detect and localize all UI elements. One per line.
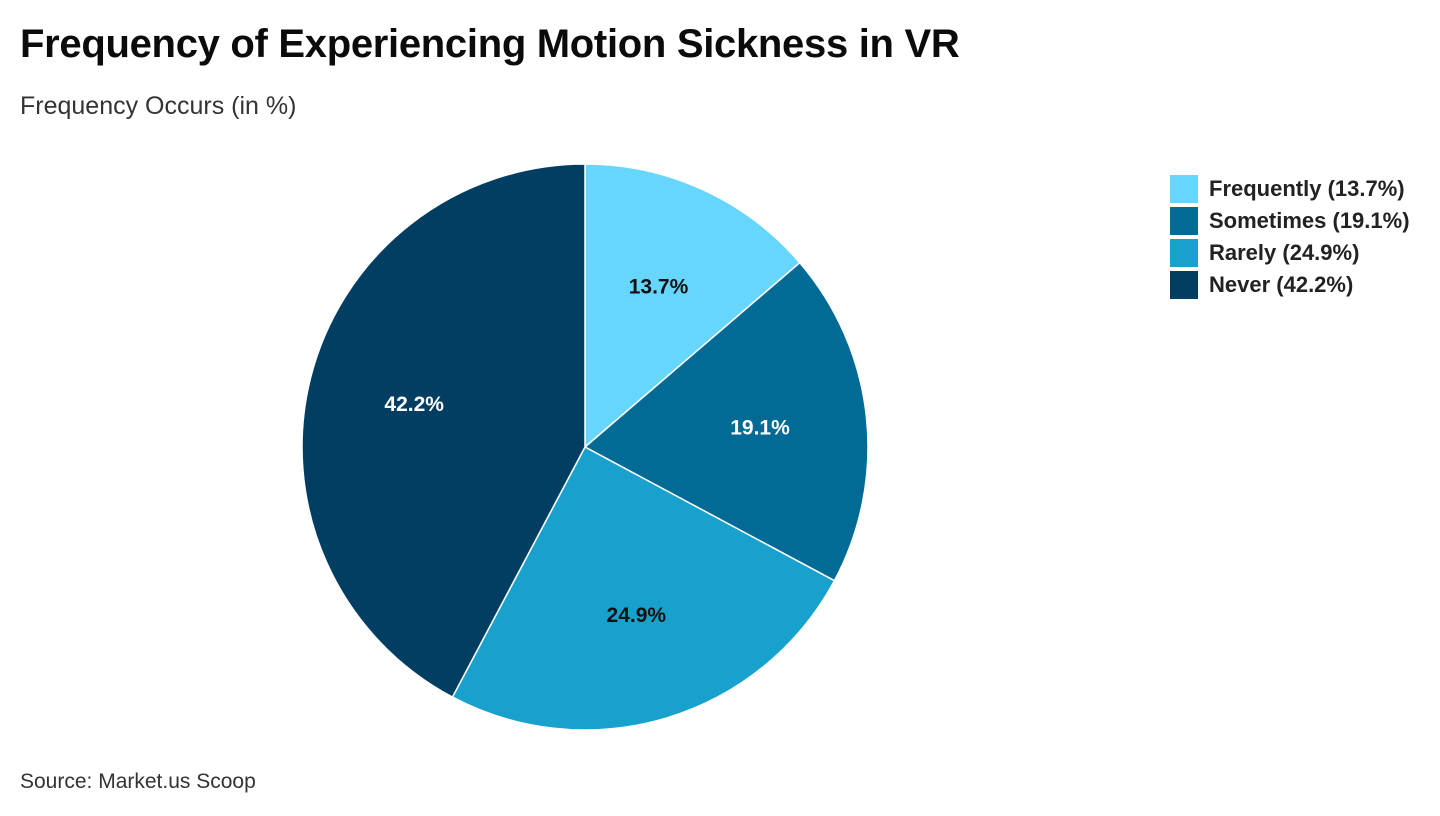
slice-label-never: 42.2%: [384, 393, 444, 416]
legend-swatch: [1170, 175, 1198, 203]
pie-slice-sometimes: [583, 261, 869, 582]
pie-slice-frequently: [584, 163, 801, 449]
pie-chart: 13.7% 19.1% 24.9% 42.2%: [301, 163, 869, 731]
legend-label: Never (42.2%): [1209, 272, 1354, 297]
legend-item-frequently: Frequently (13.7%): [1170, 173, 1410, 205]
source-note: Source: Market.us Scoop: [20, 770, 256, 793]
chart-subtitle: Frequency Occurs (in %): [20, 92, 297, 120]
legend-swatch: [1170, 239, 1198, 267]
legend-label: Rarely (24.9%): [1209, 240, 1360, 265]
chart-title: Frequency of Experiencing Motion Sicknes…: [20, 22, 960, 66]
slice-label-frequently: 13.7%: [629, 276, 689, 299]
legend-item-rarely: Rarely (24.9%): [1170, 237, 1410, 269]
legend-item-sometimes: Sometimes (19.1%): [1170, 205, 1410, 237]
legend-swatch: [1170, 271, 1198, 299]
legend-swatch: [1170, 207, 1198, 235]
legend-label: Frequently (13.7%): [1209, 176, 1405, 201]
chart-legend: Frequently (13.7%) Sometimes (19.1%) Rarel…: [1170, 173, 1410, 301]
slice-label-sometimes: 19.1%: [730, 416, 790, 439]
pie-slice-never: [301, 163, 586, 699]
legend-item-never: Never (42.2%): [1170, 269, 1410, 301]
slice-label-rarely: 24.9%: [607, 604, 667, 627]
legend-label: Sometimes (19.1%): [1209, 208, 1410, 233]
